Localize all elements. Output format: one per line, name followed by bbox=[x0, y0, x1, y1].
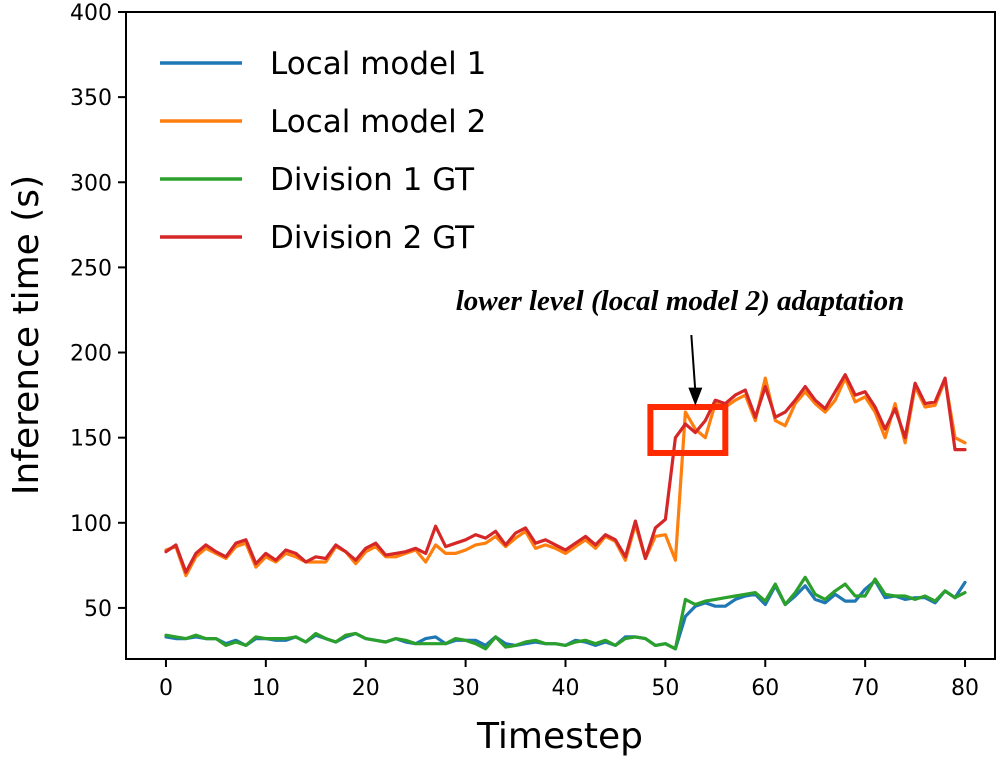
x-tick-label: 0 bbox=[159, 676, 173, 701]
legend-label: Local model 2 bbox=[270, 104, 486, 140]
x-tick-label: 80 bbox=[951, 676, 979, 701]
y-tick-label: 350 bbox=[70, 86, 112, 111]
x-tick-label: 10 bbox=[252, 676, 280, 701]
x-axis-title: Timestep bbox=[476, 716, 643, 757]
annotation-text: lower level (local model 2) adaptation bbox=[456, 285, 905, 317]
series-layer bbox=[164, 373, 967, 651]
y-axis: 50 100 150 200 250 300 350 400 bbox=[70, 1, 126, 622]
x-axis: 0 10 20 30 40 50 60 70 80 bbox=[159, 659, 979, 701]
x-tick-label: 30 bbox=[452, 676, 480, 701]
y-tick-label: 200 bbox=[70, 342, 112, 367]
y-tick-label: 50 bbox=[84, 597, 112, 622]
y-tick-label: 250 bbox=[70, 256, 112, 281]
annotation-box bbox=[647, 404, 729, 456]
annotation-arrow bbox=[690, 334, 697, 392]
legend-label: Local model 1 bbox=[270, 46, 486, 82]
plot-frame bbox=[125, 11, 996, 660]
x-tick-label: 50 bbox=[651, 676, 679, 701]
legend-label: Division 2 GT bbox=[270, 220, 475, 256]
y-axis-title: Inference time (s) bbox=[6, 175, 47, 495]
x-tick-label: 40 bbox=[551, 676, 579, 701]
y-tick-label: 300 bbox=[70, 171, 112, 196]
x-tick-label: 20 bbox=[352, 676, 380, 701]
annotation-arrowhead bbox=[688, 387, 703, 406]
series-line-4 bbox=[164, 373, 967, 574]
series-line-2 bbox=[164, 376, 967, 578]
y-tick-label: 150 bbox=[70, 427, 112, 452]
series-line-3 bbox=[164, 575, 967, 651]
annotation-layer: lower level (local model 2) adaptation bbox=[456, 285, 905, 456]
legend: Local model 1 Local model 2 Division 1 GT D… bbox=[160, 46, 486, 256]
y-tick-label: 100 bbox=[70, 512, 112, 537]
x-tick-label: 70 bbox=[851, 676, 879, 701]
y-tick-label: 400 bbox=[70, 1, 112, 26]
legend-label: Division 1 GT bbox=[270, 162, 475, 198]
x-tick-label: 60 bbox=[751, 676, 779, 701]
